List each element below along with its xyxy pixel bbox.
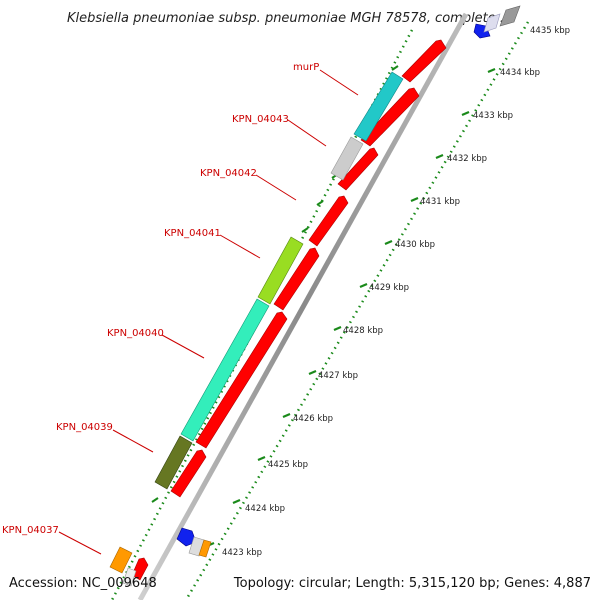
gene-KPN_04043[interactable] — [330, 136, 364, 181]
cds-arrow[interactable] — [170, 449, 207, 498]
gene-KPN_04039[interactable] — [154, 435, 193, 490]
tick-label: 4435 kbp — [530, 26, 570, 36]
feature-block[interactable] — [483, 13, 501, 33]
feature-block[interactable] — [198, 539, 212, 558]
tick-label: 4431 kbp — [420, 197, 460, 207]
topology-summary: Topology: circular; Length: 5,315,120 bp… — [233, 576, 591, 591]
gene-label[interactable]: KPN_04037 — [2, 525, 59, 536]
accession-label: Accession: NC_009648 — [9, 576, 157, 591]
scale-tick-marks — [206, 67, 496, 548]
gene-label[interactable]: KPN_04040 — [107, 328, 164, 339]
gene-label[interactable]: KPN_04043 — [232, 114, 289, 125]
gene-label[interactable]: KPN_04041 — [164, 228, 221, 239]
gc-skew-ring — [184, 21, 530, 600]
gene-label[interactable]: murP — [293, 62, 319, 73]
gene-label[interactable]: KPN_04042 — [200, 168, 257, 179]
cds-arrow[interactable] — [360, 87, 420, 147]
genome-backbone — [137, 12, 469, 600]
tick-label: 4429 kbp — [369, 283, 409, 293]
tick-label: 4433 kbp — [473, 111, 513, 121]
cds-features — [131, 39, 447, 581]
cds-arrow[interactable] — [337, 147, 379, 191]
cds-arrow[interactable] — [131, 557, 149, 581]
named-genes — [109, 71, 404, 574]
tick-label: 4428 kbp — [343, 326, 383, 336]
gene-label[interactable]: KPN_04039 — [56, 422, 113, 433]
small-features — [122, 5, 521, 587]
gene-murP[interactable] — [353, 71, 404, 142]
map-title: Klebsiella pneumoniae subsp. pneumoniae … — [67, 11, 512, 26]
feature-block[interactable] — [122, 567, 137, 587]
cds-arrow[interactable] — [273, 247, 320, 311]
feature-block[interactable] — [499, 5, 521, 27]
tick-label: 4430 kbp — [395, 240, 435, 250]
gene-KPN_04040[interactable] — [180, 298, 270, 442]
tick-label: 4425 kbp — [268, 460, 308, 470]
gene-KPN_04041[interactable] — [257, 236, 304, 305]
label-leaders — [58, 69, 359, 555]
gene-KPN_04037[interactable] — [109, 546, 133, 574]
trna-arrow[interactable] — [176, 527, 197, 547]
cds-arrow[interactable] — [308, 195, 349, 247]
tick-label: 4432 kbp — [447, 154, 487, 164]
tick-label: 4434 kbp — [500, 68, 540, 78]
tick-label: 4427 kbp — [318, 371, 358, 381]
cds-arrow[interactable] — [401, 39, 447, 83]
scale-labels: 4435 kbp 4434 kbp 4433 kbp 4432 kbp 4431… — [222, 26, 570, 558]
tick-label: 4423 kbp — [222, 548, 262, 558]
cds-arrow[interactable] — [195, 311, 288, 449]
tick-label: 4426 kbp — [293, 414, 333, 424]
gene-label-group: murP KPN_04043 KPN_04042 KPN_04041 KPN_0… — [2, 62, 319, 536]
tick-label: 4424 kbp — [245, 504, 285, 514]
